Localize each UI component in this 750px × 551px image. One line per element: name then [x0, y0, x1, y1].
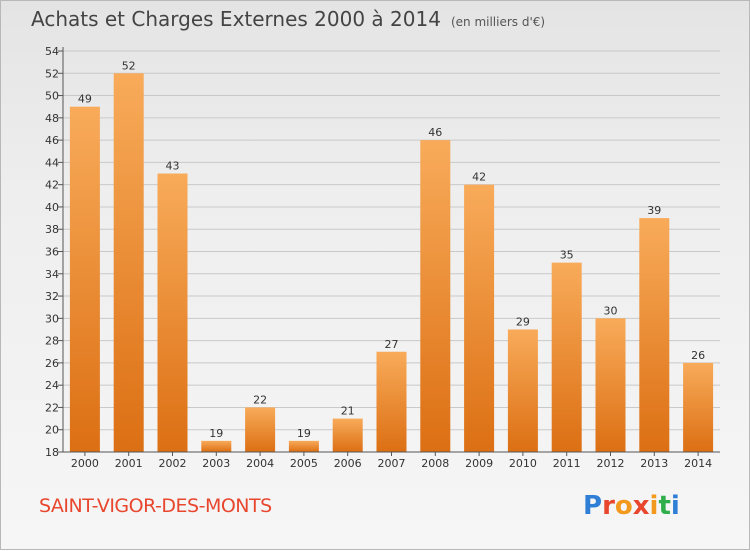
x-tick-label: 2012: [597, 457, 625, 470]
y-tick-label: 18: [45, 446, 59, 459]
bar: [113, 73, 144, 453]
bar-value-label: 19: [209, 427, 223, 440]
title-text: Achats et Charges Externes 2000 à 2014: [31, 7, 441, 31]
bar-value-label: 35: [560, 249, 574, 262]
bar: [639, 218, 670, 452]
logo-letter: o: [614, 491, 633, 521]
x-tick-label: 2009: [465, 457, 493, 470]
labels: 18 20 22 24 26 28 30 32 34 36 38 40 42 44 46 48 50 52 54 49…: [45, 45, 712, 470]
bar: [201, 440, 232, 452]
x-tick-label: 2000: [71, 457, 99, 470]
y-tick-label: 38: [45, 223, 59, 236]
logo-letter: t: [658, 491, 671, 521]
bar: [376, 351, 407, 452]
y-tick-label: 42: [45, 179, 59, 192]
bar-value-label: 43: [166, 160, 180, 173]
bar-value-label: 30: [604, 304, 618, 317]
subtitle-text: (en milliers d'€): [450, 15, 546, 29]
x-tick-label: 2008: [421, 457, 449, 470]
bar-value-label: 19: [297, 427, 311, 440]
logo-letter: x: [632, 491, 650, 521]
bar: [288, 440, 319, 452]
y-tick-label: 24: [45, 379, 59, 392]
x-tick-label: 2006: [334, 457, 362, 470]
x-tick-label: 2014: [684, 457, 712, 470]
bar-value-label: 42: [472, 171, 486, 184]
bar-value-label: 49: [78, 93, 92, 106]
bar: [507, 329, 538, 452]
bar-value-label: 27: [385, 338, 399, 351]
bar-value-label: 22: [253, 393, 267, 406]
bar: [464, 184, 495, 452]
y-tick-label: 32: [45, 290, 59, 303]
commune-name: SAINT-VIGOR-DES-MONTS: [39, 495, 272, 517]
bar: [683, 362, 714, 452]
bar: [551, 262, 582, 452]
bar-value-label: 39: [647, 204, 661, 217]
y-tick-label: 50: [45, 90, 59, 103]
x-tick-label: 2004: [246, 457, 274, 470]
y-tick-label: 36: [45, 246, 59, 259]
axes: [58, 47, 720, 456]
x-tick-label: 2011: [553, 457, 581, 470]
bar: [69, 106, 100, 452]
y-tick-label: 54: [45, 45, 59, 58]
x-tick-label: 2010: [509, 457, 537, 470]
y-tick-label: 30: [45, 312, 59, 325]
y-tick-label: 40: [45, 201, 59, 214]
y-tick-label: 48: [45, 112, 59, 125]
bar-value-label: 46: [428, 126, 442, 139]
bars: [69, 73, 714, 453]
y-tick-label: 34: [45, 268, 59, 281]
proxiti-logo: Proxiti: [583, 491, 680, 521]
bar: [332, 418, 363, 452]
y-tick-label: 26: [45, 357, 59, 370]
y-tick-label: 20: [45, 424, 59, 437]
x-tick-label: 2003: [202, 457, 230, 470]
bar: [157, 173, 188, 452]
bar-value-label: 21: [341, 405, 355, 418]
chart-title: Achats et Charges Externes 2000 à 2014 (e…: [31, 7, 545, 31]
x-tick-label: 2001: [115, 457, 143, 470]
logo-letter: i: [649, 491, 659, 521]
y-tick-label: 28: [45, 335, 59, 348]
bar: [245, 407, 276, 452]
y-tick-label: 52: [45, 67, 59, 80]
logo-letter: i: [670, 491, 680, 521]
bar-value-label: 26: [691, 349, 705, 362]
x-tick-label: 2013: [640, 457, 668, 470]
y-tick-label: 22: [45, 401, 59, 414]
y-tick-label: 46: [45, 134, 59, 147]
x-tick-label: 2005: [290, 457, 318, 470]
bar-value-label: 52: [122, 59, 136, 72]
x-tick-label: 2002: [159, 457, 187, 470]
logo-letter: P: [583, 491, 603, 521]
x-tick-label: 2007: [378, 457, 406, 470]
y-tick-label: 44: [45, 156, 59, 169]
bar: [595, 318, 626, 452]
logo-letter: r: [602, 491, 615, 521]
bar: [420, 140, 451, 452]
bar-value-label: 29: [516, 315, 530, 328]
